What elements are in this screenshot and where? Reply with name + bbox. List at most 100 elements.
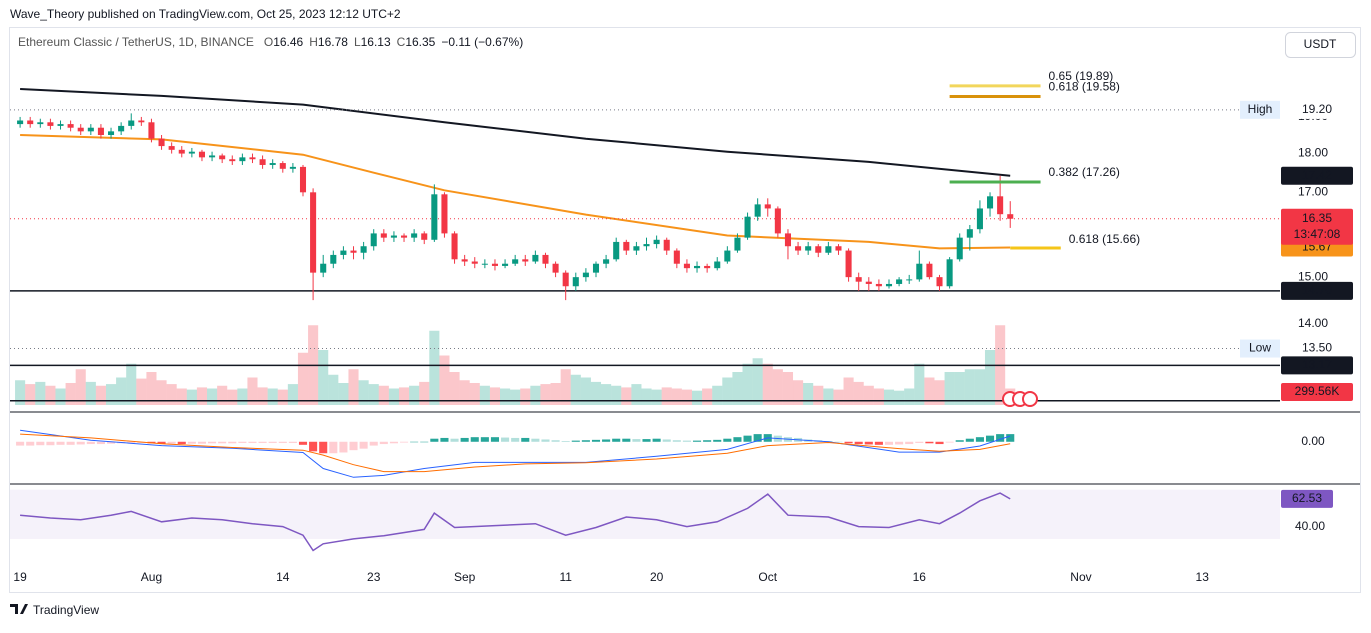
candle-body xyxy=(491,263,498,266)
ohlc-value: 16.78 xyxy=(318,35,348,49)
macd-histogram xyxy=(76,441,85,445)
macd-histogram xyxy=(965,438,974,442)
volume-bar xyxy=(803,383,814,405)
macd-histogram xyxy=(692,440,702,442)
volume-bar xyxy=(621,387,632,405)
macd-histogram xyxy=(622,438,631,442)
volume-bar xyxy=(419,381,430,405)
candle-body xyxy=(653,239,660,245)
volume-bar xyxy=(661,387,672,405)
x-tick-label: 14 xyxy=(276,570,290,584)
macd-histogram xyxy=(854,441,863,445)
macd-histogram xyxy=(420,441,429,443)
volume-bar xyxy=(590,381,602,405)
volume-bar xyxy=(631,384,642,405)
macd-histogram xyxy=(996,434,1005,442)
macd-histogram xyxy=(905,441,914,445)
macd-histogram xyxy=(955,440,964,442)
volume-bar xyxy=(520,388,531,405)
volume-bar xyxy=(883,389,895,405)
candle-body xyxy=(229,159,236,162)
macd-histogram xyxy=(86,441,95,445)
volume-bar xyxy=(338,383,349,405)
candle-body xyxy=(683,263,690,269)
volume-bar xyxy=(297,352,309,405)
candle-body xyxy=(734,237,741,251)
macd-histogram xyxy=(703,440,712,442)
x-tick-label: 23 xyxy=(367,570,381,584)
candle-body xyxy=(926,263,933,278)
rsi-tick-label: 40.00 xyxy=(1295,519,1325,533)
macd-histogram xyxy=(298,441,308,445)
rsi-band xyxy=(10,489,1280,539)
candle-body xyxy=(916,263,923,280)
volume-bar xyxy=(247,377,258,405)
candle-body xyxy=(542,254,549,264)
volume-bar xyxy=(782,372,794,405)
macd-histogram xyxy=(884,441,894,445)
volume-bar xyxy=(601,384,612,405)
volume-bar xyxy=(873,388,884,405)
macd-histogram xyxy=(399,441,409,443)
volume-bar xyxy=(954,372,965,405)
macd-histogram xyxy=(975,437,984,442)
y-tick-label: 17.00 xyxy=(1298,184,1328,198)
macd-histogram xyxy=(531,438,540,442)
candle-body xyxy=(552,263,559,273)
volume-bar xyxy=(772,369,783,405)
macd-histogram xyxy=(511,437,520,442)
macd-histogram xyxy=(26,441,35,446)
fib-label: 0.65 (19.89) xyxy=(1049,69,1114,83)
macd-histogram xyxy=(521,437,530,442)
currency-button[interactable] xyxy=(1285,32,1356,58)
moving-average xyxy=(20,88,1011,177)
macd-histogram xyxy=(935,441,944,445)
candle-body xyxy=(987,196,994,209)
candle-body xyxy=(774,208,781,234)
volume-bar xyxy=(611,385,622,405)
macd-histogram xyxy=(329,441,338,454)
rsi-label: 62.53 xyxy=(1292,491,1322,505)
candle-body xyxy=(158,138,165,147)
candle-body xyxy=(128,120,135,126)
x-tick-label: 13 xyxy=(1196,570,1210,584)
level-name-box xyxy=(1240,339,1280,358)
volume-bar xyxy=(358,380,369,405)
candle-body xyxy=(461,259,468,262)
macd-histogram xyxy=(864,441,873,445)
volume-bar xyxy=(671,388,682,405)
macd-histogram xyxy=(1006,434,1015,442)
ma-label: 17.42 xyxy=(1302,168,1332,182)
macd-histogram xyxy=(662,439,671,442)
volume-bar xyxy=(196,387,208,405)
candle-body xyxy=(835,246,842,251)
level-label-box xyxy=(1281,339,1353,358)
currency-label[interactable]: USDT xyxy=(1304,37,1337,51)
macd-histogram xyxy=(642,439,651,442)
macd-histogram xyxy=(56,441,65,445)
candle-body xyxy=(724,250,731,262)
candle-body xyxy=(239,157,246,162)
macd-histogram xyxy=(743,435,752,442)
candle-body xyxy=(663,239,670,251)
change: −0.11 (−0.67%) xyxy=(441,35,523,49)
level-label: 13.17 xyxy=(1302,358,1332,372)
macd-line xyxy=(20,429,1011,478)
macd-histogram xyxy=(733,437,742,442)
candle-body xyxy=(219,155,226,160)
candle-body xyxy=(320,263,327,273)
volume-bar xyxy=(742,363,753,405)
y-tick-label: 14.00 xyxy=(1298,316,1328,330)
volume-bar xyxy=(540,384,551,405)
publisher: Wave_Theory published on TradingView.com… xyxy=(10,7,401,21)
candle-body xyxy=(481,263,488,265)
volume-bar xyxy=(944,372,955,405)
volume-bar xyxy=(712,385,723,405)
volume-bar xyxy=(237,388,248,405)
volume-bar xyxy=(974,369,985,405)
macd-histogram xyxy=(218,441,227,444)
volume-bar xyxy=(318,350,329,405)
chart-frame xyxy=(9,27,1361,593)
volume-bar xyxy=(530,385,541,405)
candle-body xyxy=(512,259,519,264)
